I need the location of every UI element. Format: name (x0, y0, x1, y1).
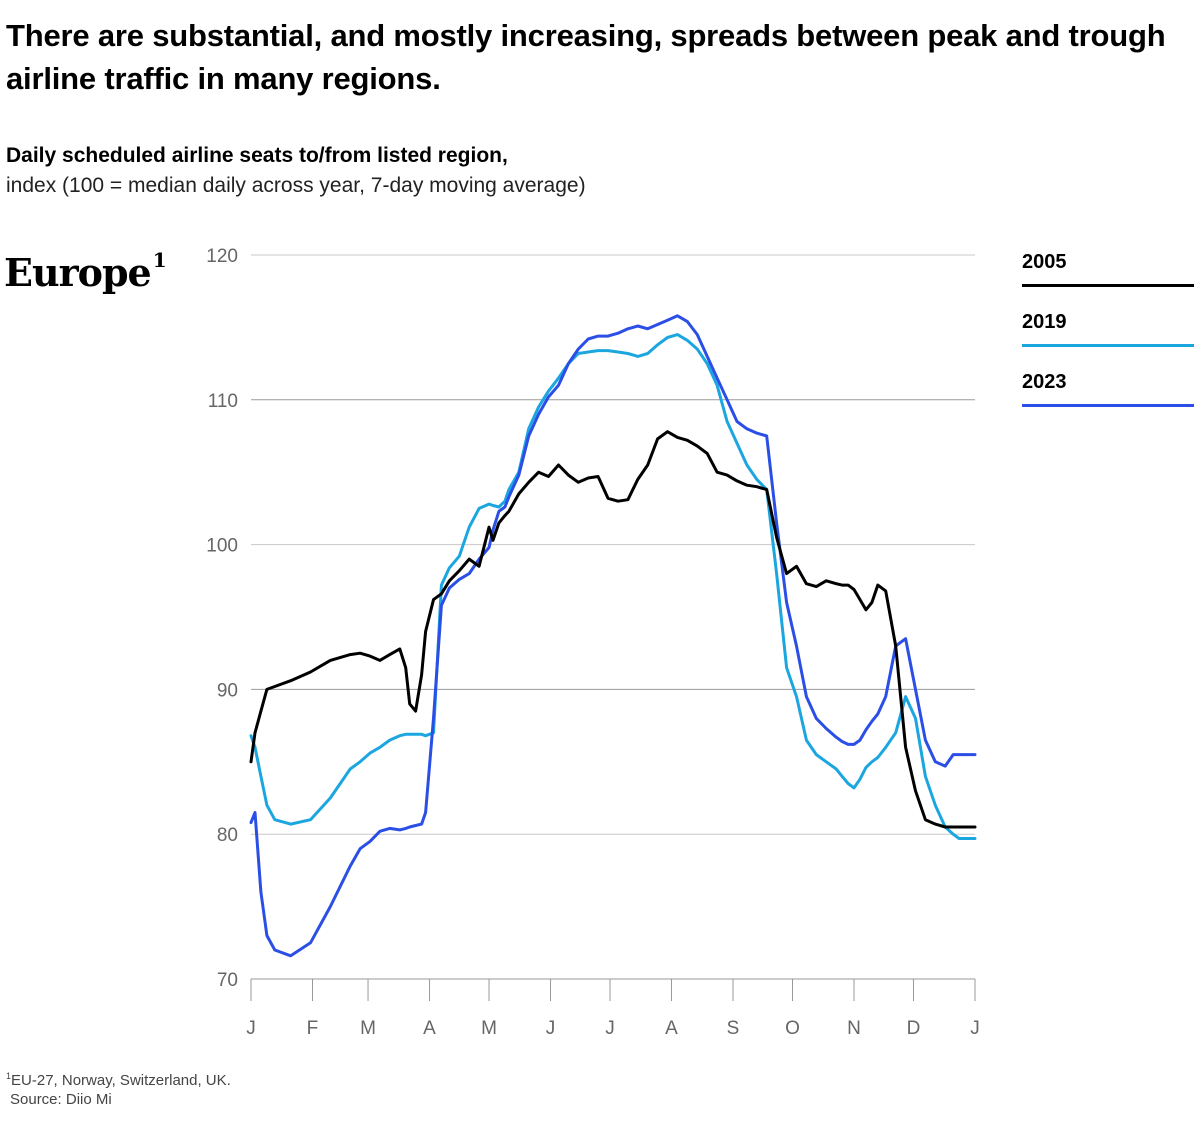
series-line-2023 (249, 314, 977, 958)
chart-title: There are substantial, and mostly increa… (6, 18, 1166, 96)
x-tick-label: O (785, 1018, 800, 1039)
legend-label: 2019 (1022, 311, 1067, 333)
y-tick-label: 90 (217, 680, 238, 701)
footnote-marker: 1 (6, 1071, 12, 1081)
y-axis: 70 80 90 100 110 120 (206, 246, 238, 991)
footnote: 1EU-27, Norway, Switzerland, UK. Source:… (6, 1067, 231, 1109)
series-line-2019 (249, 333, 977, 840)
x-tick-label: A (665, 1018, 678, 1039)
y-tick-label: 110 (208, 391, 238, 412)
x-tick-label: J (605, 1018, 615, 1039)
legend-item-2023: 2023 (1022, 368, 1196, 428)
legend: 2005 2019 2023 (1022, 248, 1196, 428)
gridlines (251, 254, 975, 980)
y-tick-label: 70 (217, 970, 238, 991)
x-tick-label: M (360, 1018, 376, 1039)
x-tick-label: J (970, 1018, 980, 1039)
x-tick-label: F (307, 1018, 319, 1039)
legend-swatch (1022, 344, 1194, 347)
x-tick-label: N (847, 1018, 861, 1039)
legend-swatch (1022, 284, 1194, 287)
legend-label: 2005 (1022, 251, 1067, 273)
legend-item-2005: 2005 (1022, 248, 1196, 308)
x-tick-label: M (481, 1018, 497, 1039)
x-tick-label: A (423, 1018, 436, 1039)
subtitle-bold: Daily scheduled airline seats to/from li… (6, 144, 508, 167)
region-name: Europe (4, 250, 152, 295)
x-tick-label: S (727, 1018, 740, 1039)
legend-label: 2023 (1022, 371, 1067, 393)
series-line-2005 (249, 430, 977, 829)
legend-item-2019: 2019 (1022, 308, 1196, 368)
y-tick-label: 120 (206, 246, 238, 267)
x-tick-label: J (246, 1018, 256, 1039)
x-tick-label: J (546, 1018, 556, 1039)
subtitle-regular: index (100 = median daily across year, 7… (6, 174, 586, 197)
y-tick-label: 80 (217, 825, 238, 846)
region-label: Europe 1 (4, 248, 167, 295)
legend-swatch (1022, 404, 1194, 407)
y-tick-label: 100 (206, 536, 238, 557)
footnote-text: 1EU-27, Norway, Switzerland, UK. (6, 1071, 231, 1089)
series-lines (249, 314, 977, 958)
chart-subtitle: Daily scheduled airline seats to/from li… (6, 141, 586, 201)
source-text: Source: Diio Mi (10, 1091, 112, 1108)
x-tick-label: D (907, 1018, 921, 1039)
region-footnote-marker: 1 (152, 248, 167, 272)
